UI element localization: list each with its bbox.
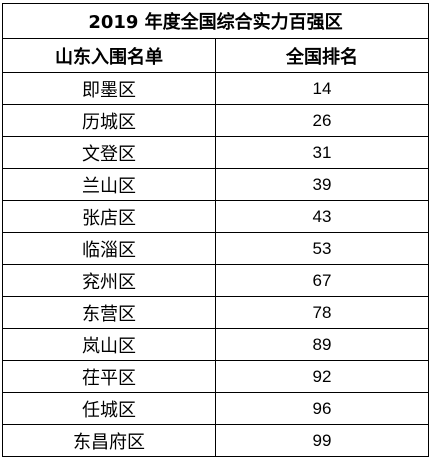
table-row: 即墨区 14	[2, 72, 429, 105]
rank-cell: 26	[215, 104, 429, 137]
district-cell: 临淄区	[2, 232, 216, 265]
table-row: 张店区 43	[2, 200, 429, 233]
rank-cell: 14	[215, 72, 429, 105]
rank-cell: 96	[215, 392, 429, 425]
table-title: 2019 年度全国综合实力百强区	[2, 3, 429, 39]
rank-cell: 99	[215, 424, 429, 457]
table-row: 岚山区 89	[2, 328, 429, 361]
column-header-district: 山东入围名单	[2, 38, 216, 73]
table-container: 2019 年度全国综合实力百强区 山东入围名单 全国排名 即墨区 14 历城区 …	[2, 3, 429, 457]
district-cell: 东营区	[2, 296, 216, 329]
rank-cell: 78	[215, 296, 429, 329]
rank-cell: 67	[215, 264, 429, 297]
district-cell: 任城区	[2, 392, 216, 425]
column-header-rank: 全国排名	[215, 38, 429, 73]
table-row: 文登区 31	[2, 136, 429, 169]
table-row: 东营区 78	[2, 296, 429, 329]
table-row: 东昌府区 99	[2, 424, 429, 457]
district-cell: 兰山区	[2, 168, 216, 201]
table-row: 历城区 26	[2, 104, 429, 137]
rank-cell: 31	[215, 136, 429, 169]
district-cell: 张店区	[2, 200, 216, 233]
table-row: 兖州区 67	[2, 264, 429, 297]
rank-cell: 43	[215, 200, 429, 233]
table-row: 兰山区 39	[2, 168, 429, 201]
district-cell: 兖州区	[2, 264, 216, 297]
district-cell: 即墨区	[2, 72, 216, 105]
district-cell: 东昌府区	[2, 424, 216, 457]
district-cell: 历城区	[2, 104, 216, 137]
table-row: 临淄区 53	[2, 232, 429, 265]
rank-cell: 53	[215, 232, 429, 265]
rank-cell: 92	[215, 360, 429, 393]
district-cell: 文登区	[2, 136, 216, 169]
header-row: 山东入围名单 全国排名	[2, 38, 429, 73]
rank-cell: 89	[215, 328, 429, 361]
district-cell: 茌平区	[2, 360, 216, 393]
ranking-table: 2019 年度全国综合实力百强区 山东入围名单 全国排名 即墨区 14 历城区 …	[2, 3, 429, 457]
title-row: 2019 年度全国综合实力百强区	[2, 3, 429, 39]
district-cell: 岚山区	[2, 328, 216, 361]
table-row: 茌平区 92	[2, 360, 429, 393]
table-row: 任城区 96	[2, 392, 429, 425]
rank-cell: 39	[215, 168, 429, 201]
